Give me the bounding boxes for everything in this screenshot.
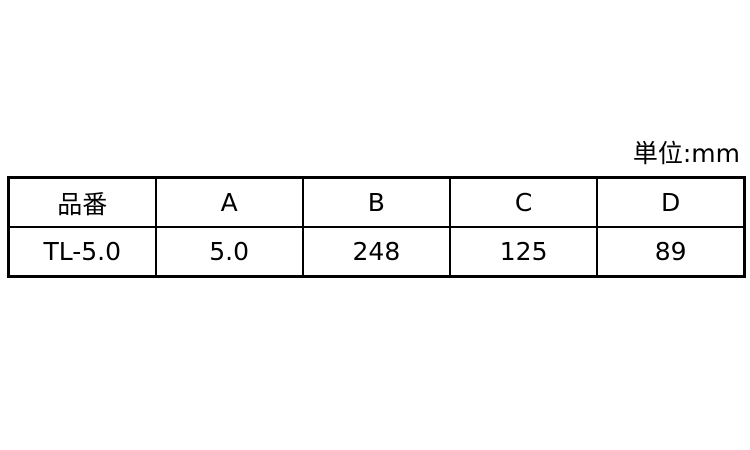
dimension-table: 品番 A B C D TL-5.0 5.0 248 125 89 bbox=[7, 176, 746, 278]
cell-a: 5.0 bbox=[154, 226, 304, 278]
header-d: D bbox=[596, 176, 746, 228]
cell-part-number: TL-5.0 bbox=[7, 226, 157, 278]
table-row: TL-5.0 5.0 248 125 89 bbox=[7, 226, 746, 278]
header-b: B bbox=[301, 176, 452, 228]
unit-label: 単位:mm bbox=[632, 139, 740, 168]
cell-b: 248 bbox=[301, 226, 452, 278]
cell-c: 125 bbox=[448, 226, 599, 278]
cell-d: 89 bbox=[596, 226, 746, 278]
header-part-number: 品番 bbox=[7, 176, 157, 228]
table-header-row: 品番 A B C D bbox=[7, 176, 746, 228]
header-c: C bbox=[448, 176, 599, 228]
header-a: A bbox=[154, 176, 304, 228]
